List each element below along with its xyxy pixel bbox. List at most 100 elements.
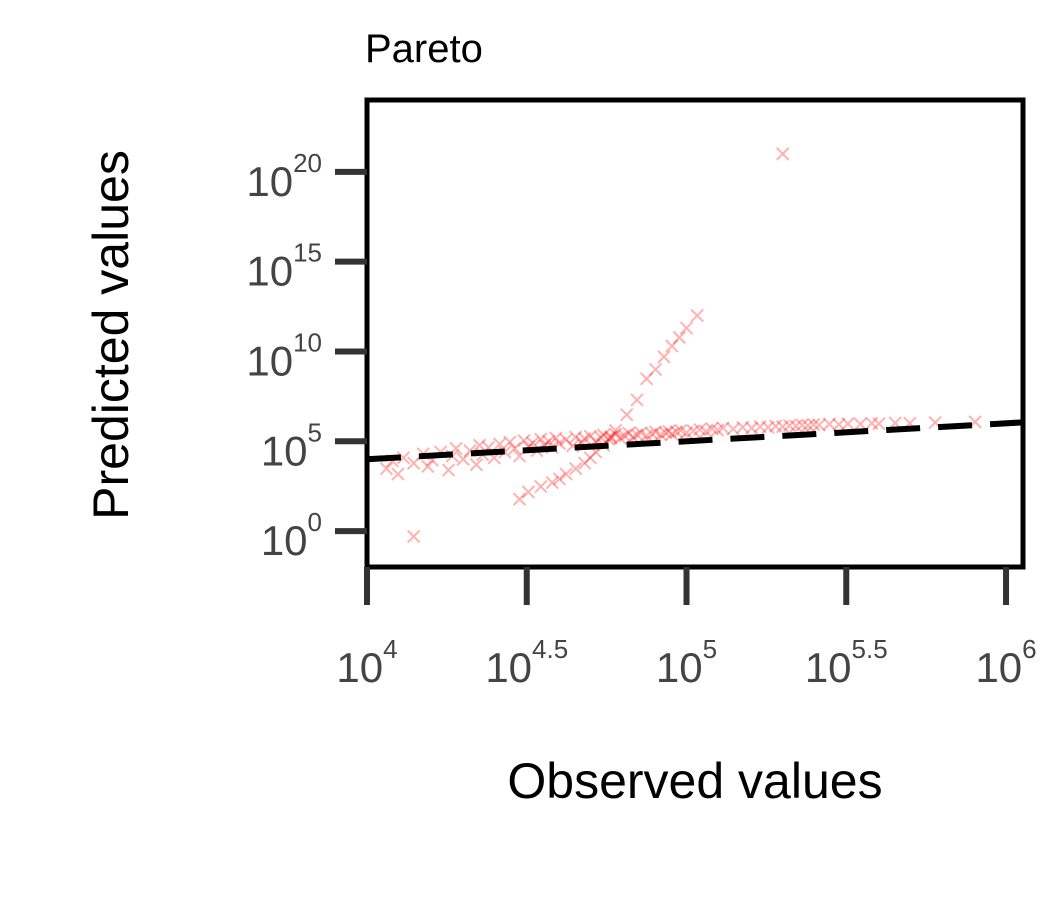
scatter-point — [521, 485, 536, 499]
scatter-point — [665, 427, 679, 441]
scatter-point — [441, 463, 456, 477]
scatter-point — [604, 429, 618, 444]
scatter-point — [630, 393, 644, 407]
scatter-point — [549, 431, 563, 445]
scatter-point — [541, 434, 556, 448]
scatter-point — [472, 438, 487, 452]
scatter-point — [768, 419, 783, 433]
scatter-point — [841, 417, 855, 431]
scatter-point — [569, 461, 583, 476]
scatter-point — [795, 418, 809, 432]
scatter-point — [396, 451, 411, 465]
scatter-point — [801, 418, 815, 433]
scatter-point — [745, 421, 759, 435]
scatter-point — [469, 457, 484, 472]
chart-title: Pareto — [365, 27, 483, 71]
scatter-point — [782, 418, 797, 433]
scatter-point — [508, 441, 522, 456]
scatter-point — [822, 417, 837, 431]
x-tick-label: 106 — [975, 634, 1036, 691]
scatter-point — [608, 423, 623, 438]
y-tick-label: 1010 — [246, 327, 322, 384]
scatter-point — [577, 456, 592, 470]
scatter-point — [583, 451, 598, 465]
scatter-point — [545, 475, 559, 490]
scatter-point — [679, 321, 694, 335]
scatter-point — [812, 418, 826, 432]
x-axis: 104 104.5 105 105.5 106 — [336, 567, 1037, 691]
plot-frame — [364, 97, 1026, 570]
scatter-point — [379, 461, 394, 476]
scatter-point — [775, 419, 790, 434]
scatter-point — [753, 419, 767, 434]
scatter-point — [391, 467, 405, 481]
scatter-point — [761, 420, 775, 434]
scatter-point — [406, 456, 421, 470]
scatter-point — [617, 429, 632, 443]
reference-line — [366, 419, 1024, 463]
scatter-point — [608, 427, 623, 441]
scatter-point — [658, 425, 673, 440]
y-axis: 100 105 1010 1015 1020 — [246, 148, 367, 564]
scatter-point — [705, 422, 719, 436]
scatter-point — [594, 430, 608, 445]
scatter-point — [662, 424, 676, 438]
scatter-points — [379, 147, 982, 544]
scatter-point — [669, 425, 684, 439]
scatter-point — [456, 452, 470, 466]
x-tick-label: 105 — [656, 634, 717, 691]
scatter-point — [736, 420, 750, 434]
scatter-point — [716, 421, 730, 435]
scatter-point — [648, 425, 663, 439]
scatter-point — [569, 430, 583, 444]
scatter-point — [552, 472, 567, 486]
scatter-point — [512, 492, 527, 506]
scatter-point — [672, 330, 687, 345]
scatter-point — [421, 459, 435, 474]
scatter-point — [639, 372, 654, 386]
scatter-point — [710, 423, 725, 437]
scatter-point — [620, 408, 634, 422]
scatter-point — [853, 417, 868, 431]
scatter-point — [622, 426, 636, 440]
scatter-point — [503, 435, 517, 449]
x-tick-label: 104.5 — [485, 634, 568, 691]
scatter-point — [872, 417, 886, 431]
scatter-point — [789, 419, 803, 433]
scatter-point — [492, 437, 507, 451]
y-tick-label: 1015 — [246, 238, 322, 295]
scatter-point — [690, 308, 704, 323]
x-tick-label: 105.5 — [805, 634, 888, 691]
scatter-point — [686, 424, 700, 438]
scatter-point — [634, 425, 648, 440]
scatter-point — [699, 424, 713, 439]
scatter-point — [674, 423, 688, 438]
scatter-point — [648, 362, 663, 377]
scatter-point — [665, 339, 679, 353]
scatter-point — [559, 467, 573, 481]
y-tick-label: 1020 — [246, 148, 322, 205]
scatter-point — [639, 429, 654, 443]
y-tick-label: 105 — [261, 417, 322, 474]
scatter-point — [613, 431, 627, 445]
x-tick-label: 104 — [336, 634, 397, 691]
scatter-point — [406, 529, 421, 544]
scatter-point — [693, 422, 707, 437]
y-tick-label: 100 — [261, 507, 322, 564]
scatter-point — [534, 432, 548, 446]
scatter-point — [577, 431, 592, 446]
y-axis-label: Predicted values — [83, 150, 139, 520]
scatter-point — [657, 350, 671, 364]
scatter-point — [559, 433, 573, 447]
scatter-point — [806, 417, 821, 432]
scatter-point — [865, 416, 879, 431]
scatter-point — [498, 445, 512, 459]
scatter-point — [679, 425, 694, 440]
scatter-point — [630, 428, 644, 442]
scatter-point — [653, 428, 668, 442]
x-axis-label: Observed values — [507, 753, 882, 809]
scatter-point — [832, 417, 846, 432]
scatter-point — [534, 479, 548, 494]
scatter-point — [583, 429, 598, 443]
